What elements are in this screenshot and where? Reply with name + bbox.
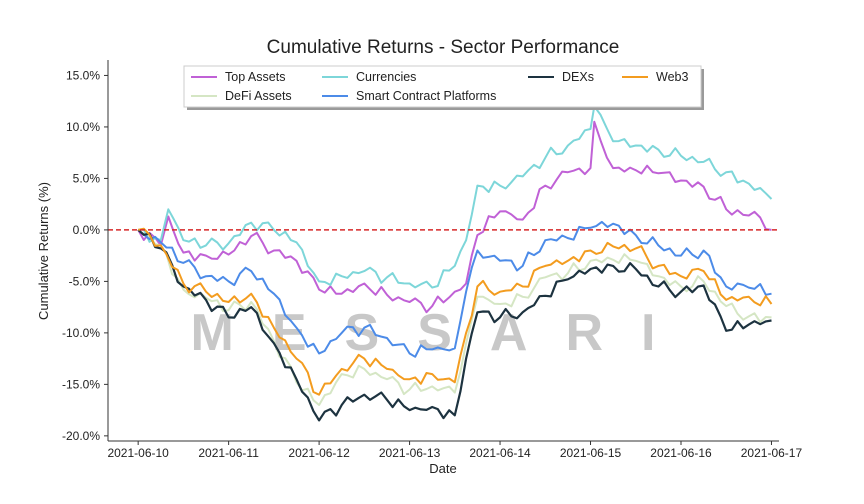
y-tick-label: 10.0% (66, 120, 100, 134)
legend: Top Assets DeFi Assets Currencies Smart Con… (183, 65, 704, 110)
legend-label: DEXs (562, 70, 594, 84)
legend-label: Smart Contract Platforms (356, 89, 496, 103)
x-ticks: 2021-06-10 2021-06-11 2021-06-12 2021-06-13… (107, 441, 802, 460)
x-tick-label: 2021-06-17 (741, 446, 803, 460)
y-tick-label: 15.0% (66, 68, 100, 82)
series-line-smart-contract-platforms (137, 220, 772, 358)
y-tick-label: -15.0% (62, 377, 100, 391)
plot-lines (108, 105, 779, 422)
y-tick-label: -10.0% (62, 326, 100, 340)
y-axis-label: Cumulative Returns (%) (36, 182, 51, 320)
x-axis-label: Date (429, 461, 456, 476)
x-tick-label: 2021-06-13 (379, 446, 441, 460)
x-tick-label: 2021-06-11 (198, 446, 259, 460)
legend-label: DeFi Assets (225, 89, 292, 103)
series-line-dexs (137, 229, 772, 422)
x-tick-label: 2021-06-12 (288, 446, 350, 460)
legend-box (183, 65, 702, 108)
series-line-web3 (137, 227, 773, 396)
series-line-top-assets (137, 120, 772, 314)
x-tick-label: 2021-06-10 (107, 446, 169, 460)
legend-label: Web3 (656, 70, 688, 84)
legend-label: Currencies (356, 70, 416, 84)
chart-title: Cumulative Returns - Sector Performance (267, 37, 620, 58)
legend-label: Top Assets (225, 70, 285, 84)
y-tick-label: 5.0% (73, 171, 101, 185)
watermark-text: MESSARI (191, 304, 694, 362)
series-line-defi-assets (137, 229, 772, 406)
series-line-currencies (138, 105, 773, 289)
x-tick-label: 2021-06-15 (560, 446, 622, 460)
x-tick-label: 2021-06-16 (650, 446, 712, 460)
y-tick-label: 0.0% (73, 223, 101, 237)
y-tick-label: -20.0% (62, 429, 100, 443)
y-ticks: 15.0% 10.0% 5.0% 0.0% -5.0% -10.0% -15.0% -20.0… (62, 68, 108, 443)
x-tick-label: 2021-06-14 (469, 446, 531, 460)
y-tick-label: -5.0% (69, 274, 101, 288)
